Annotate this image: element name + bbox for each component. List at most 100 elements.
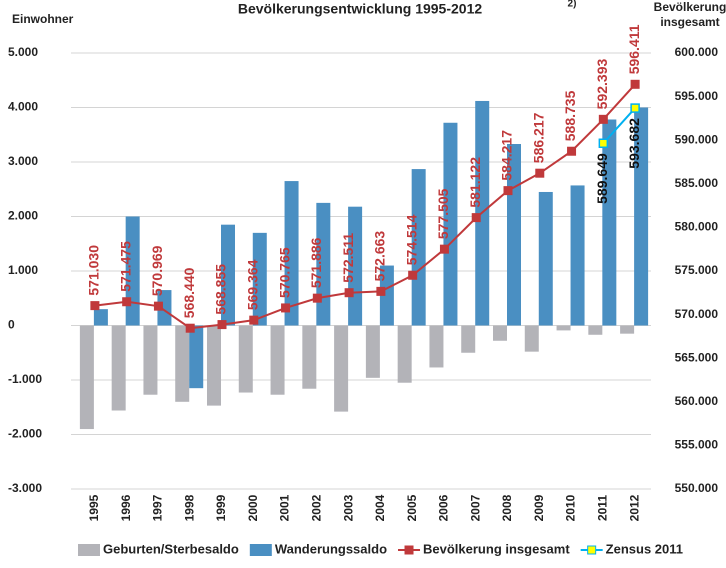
bar — [302, 325, 317, 389]
marker — [535, 168, 545, 178]
marker — [376, 286, 386, 296]
bar — [252, 232, 267, 326]
data-label: 569.364 — [244, 259, 260, 310]
y2-axis-label-line: insgesamt — [660, 15, 719, 29]
data-label: 574.514 — [403, 214, 419, 265]
data-label: 593.682 — [626, 118, 642, 169]
x-tick-label: 2009 — [532, 494, 546, 521]
legend-label: Geburten/Sterbesaldo — [103, 541, 239, 556]
bar — [379, 265, 394, 326]
marker — [567, 146, 577, 156]
marker — [185, 323, 195, 333]
data-label: 596.411 — [626, 24, 642, 74]
x-tick-label: 2008 — [500, 494, 514, 521]
bar — [620, 325, 635, 334]
y2-tick-label: 585.000 — [675, 176, 719, 190]
marker — [344, 288, 354, 298]
bar — [556, 325, 571, 331]
data-label: 572.511 — [340, 233, 356, 283]
marker — [598, 114, 608, 124]
y-axis-label: Einwohner — [12, 12, 74, 26]
bar — [221, 224, 235, 326]
data-label: 572.663 — [372, 231, 388, 282]
y2-tick-label: 550.000 — [675, 481, 719, 495]
y-tick-label: 2.000 — [8, 209, 38, 223]
data-label: 570.765 — [276, 247, 292, 298]
marker — [281, 303, 291, 313]
data-label: 588.735 — [562, 90, 578, 141]
title-note: 2) — [568, 0, 577, 10]
bar — [524, 325, 539, 352]
y-tick-label: 0 — [8, 318, 15, 332]
marker — [439, 244, 449, 254]
y2-tick-label: 560.000 — [675, 394, 719, 408]
legend-swatch — [78, 544, 100, 556]
y-tick-label: 1.000 — [8, 263, 38, 277]
x-tick-label: 1999 — [214, 494, 228, 521]
y-tick-label: 3.000 — [8, 154, 38, 168]
x-tick-label: 2000 — [246, 494, 260, 521]
marker — [408, 270, 418, 280]
x-tick-label: 2012 — [627, 494, 641, 521]
y-tick-label: -3.000 — [8, 481, 42, 495]
x-tick-label: 1996 — [119, 494, 133, 521]
x-tick-label: 2007 — [468, 494, 482, 521]
y2-tick-label: 590.000 — [675, 132, 719, 146]
data-label: 577.505 — [435, 188, 451, 239]
x-tick-label: 2011 — [596, 495, 610, 521]
bar — [570, 185, 585, 326]
bar — [397, 325, 412, 383]
marker — [312, 293, 322, 303]
x-tick-label: 1997 — [151, 494, 165, 521]
bar — [207, 325, 221, 406]
y2-tick-label: 565.000 — [675, 350, 719, 364]
x-tick-label: 2006 — [437, 494, 451, 521]
legend-swatch — [587, 545, 597, 555]
bar — [634, 107, 649, 326]
bar — [143, 325, 158, 395]
bar — [93, 309, 108, 326]
legend-label: Bevölkerung insgesamt — [423, 541, 570, 556]
y-tick-label: 5.000 — [8, 45, 38, 59]
data-label: 571.030 — [86, 245, 102, 296]
legend-swatch — [249, 544, 272, 556]
x-tick-label: 2010 — [564, 494, 578, 521]
bar — [365, 325, 380, 378]
bar — [538, 191, 553, 326]
x-tick-label: 2004 — [373, 494, 387, 521]
x-tick-label: 2003 — [341, 494, 355, 521]
marker — [90, 301, 100, 311]
data-label: 571.886 — [308, 237, 324, 288]
data-label: 568.855 — [213, 264, 229, 315]
bar — [238, 325, 253, 393]
y-tick-label: -1.000 — [8, 372, 42, 386]
line — [602, 107, 636, 144]
data-label: 568.440 — [181, 267, 197, 318]
bar — [270, 325, 285, 395]
bar — [189, 325, 204, 389]
bar — [588, 325, 603, 335]
data-label: 589.649 — [594, 153, 610, 204]
bar — [175, 325, 190, 402]
line — [94, 83, 636, 330]
x-tick-label: 1998 — [182, 494, 196, 521]
y2-tick-label: 600.000 — [675, 45, 719, 59]
bar — [443, 122, 458, 326]
bar — [602, 119, 617, 326]
legend-swatch — [404, 545, 414, 555]
y2-tick-label: 595.000 — [675, 89, 719, 103]
bar — [461, 325, 476, 353]
legend-label: Zensus 2011 — [606, 541, 683, 556]
bar — [79, 325, 94, 430]
y2-axis-label-line: Bevölkerung — [654, 0, 726, 14]
bar — [334, 325, 349, 412]
data-label: 581.122 — [467, 157, 483, 208]
y2-tick-label: 570.000 — [675, 307, 719, 321]
data-label: 586.217 — [530, 112, 546, 163]
data-label: 571.475 — [117, 241, 133, 292]
bar — [284, 181, 299, 326]
x-tick-label: 2001 — [278, 494, 292, 521]
bar — [411, 169, 426, 326]
marker — [471, 213, 481, 223]
marker — [630, 103, 640, 113]
